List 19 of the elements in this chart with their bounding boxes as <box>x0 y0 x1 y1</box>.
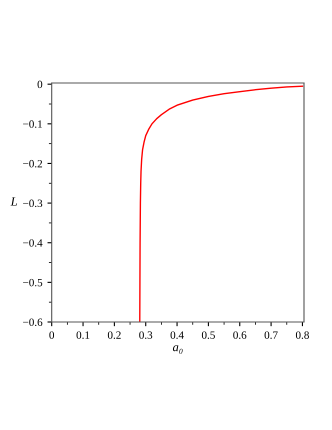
y-tick-label: −0.1 <box>23 120 42 128</box>
x-tick-label: 0.6 <box>233 331 246 339</box>
line-series <box>139 85 304 322</box>
y-tick-label: 0 <box>38 80 42 88</box>
y-tick-label: −0.2 <box>23 160 42 168</box>
x-tick-label: 0.8 <box>296 331 309 339</box>
x-tick-label: 0.2 <box>108 331 121 339</box>
x-tick-label: 0 <box>49 331 54 339</box>
y-tick-label: −0.3 <box>23 200 42 208</box>
y-tick-label: −0.6 <box>23 318 42 326</box>
y-axis-title: L <box>10 197 18 206</box>
x-tick-label: 0.5 <box>202 331 215 339</box>
y-tick-label: −0.4 <box>23 239 42 247</box>
x-tick-label: 0.1 <box>76 331 90 339</box>
x-tick-label: 0.4 <box>170 331 184 339</box>
x-tick-label: 0.7 <box>264 331 278 339</box>
y-tick-label: −0.5 <box>23 278 42 286</box>
x-tick-label: 0.3 <box>139 331 152 339</box>
x-axis-title: a₀ <box>172 345 183 354</box>
